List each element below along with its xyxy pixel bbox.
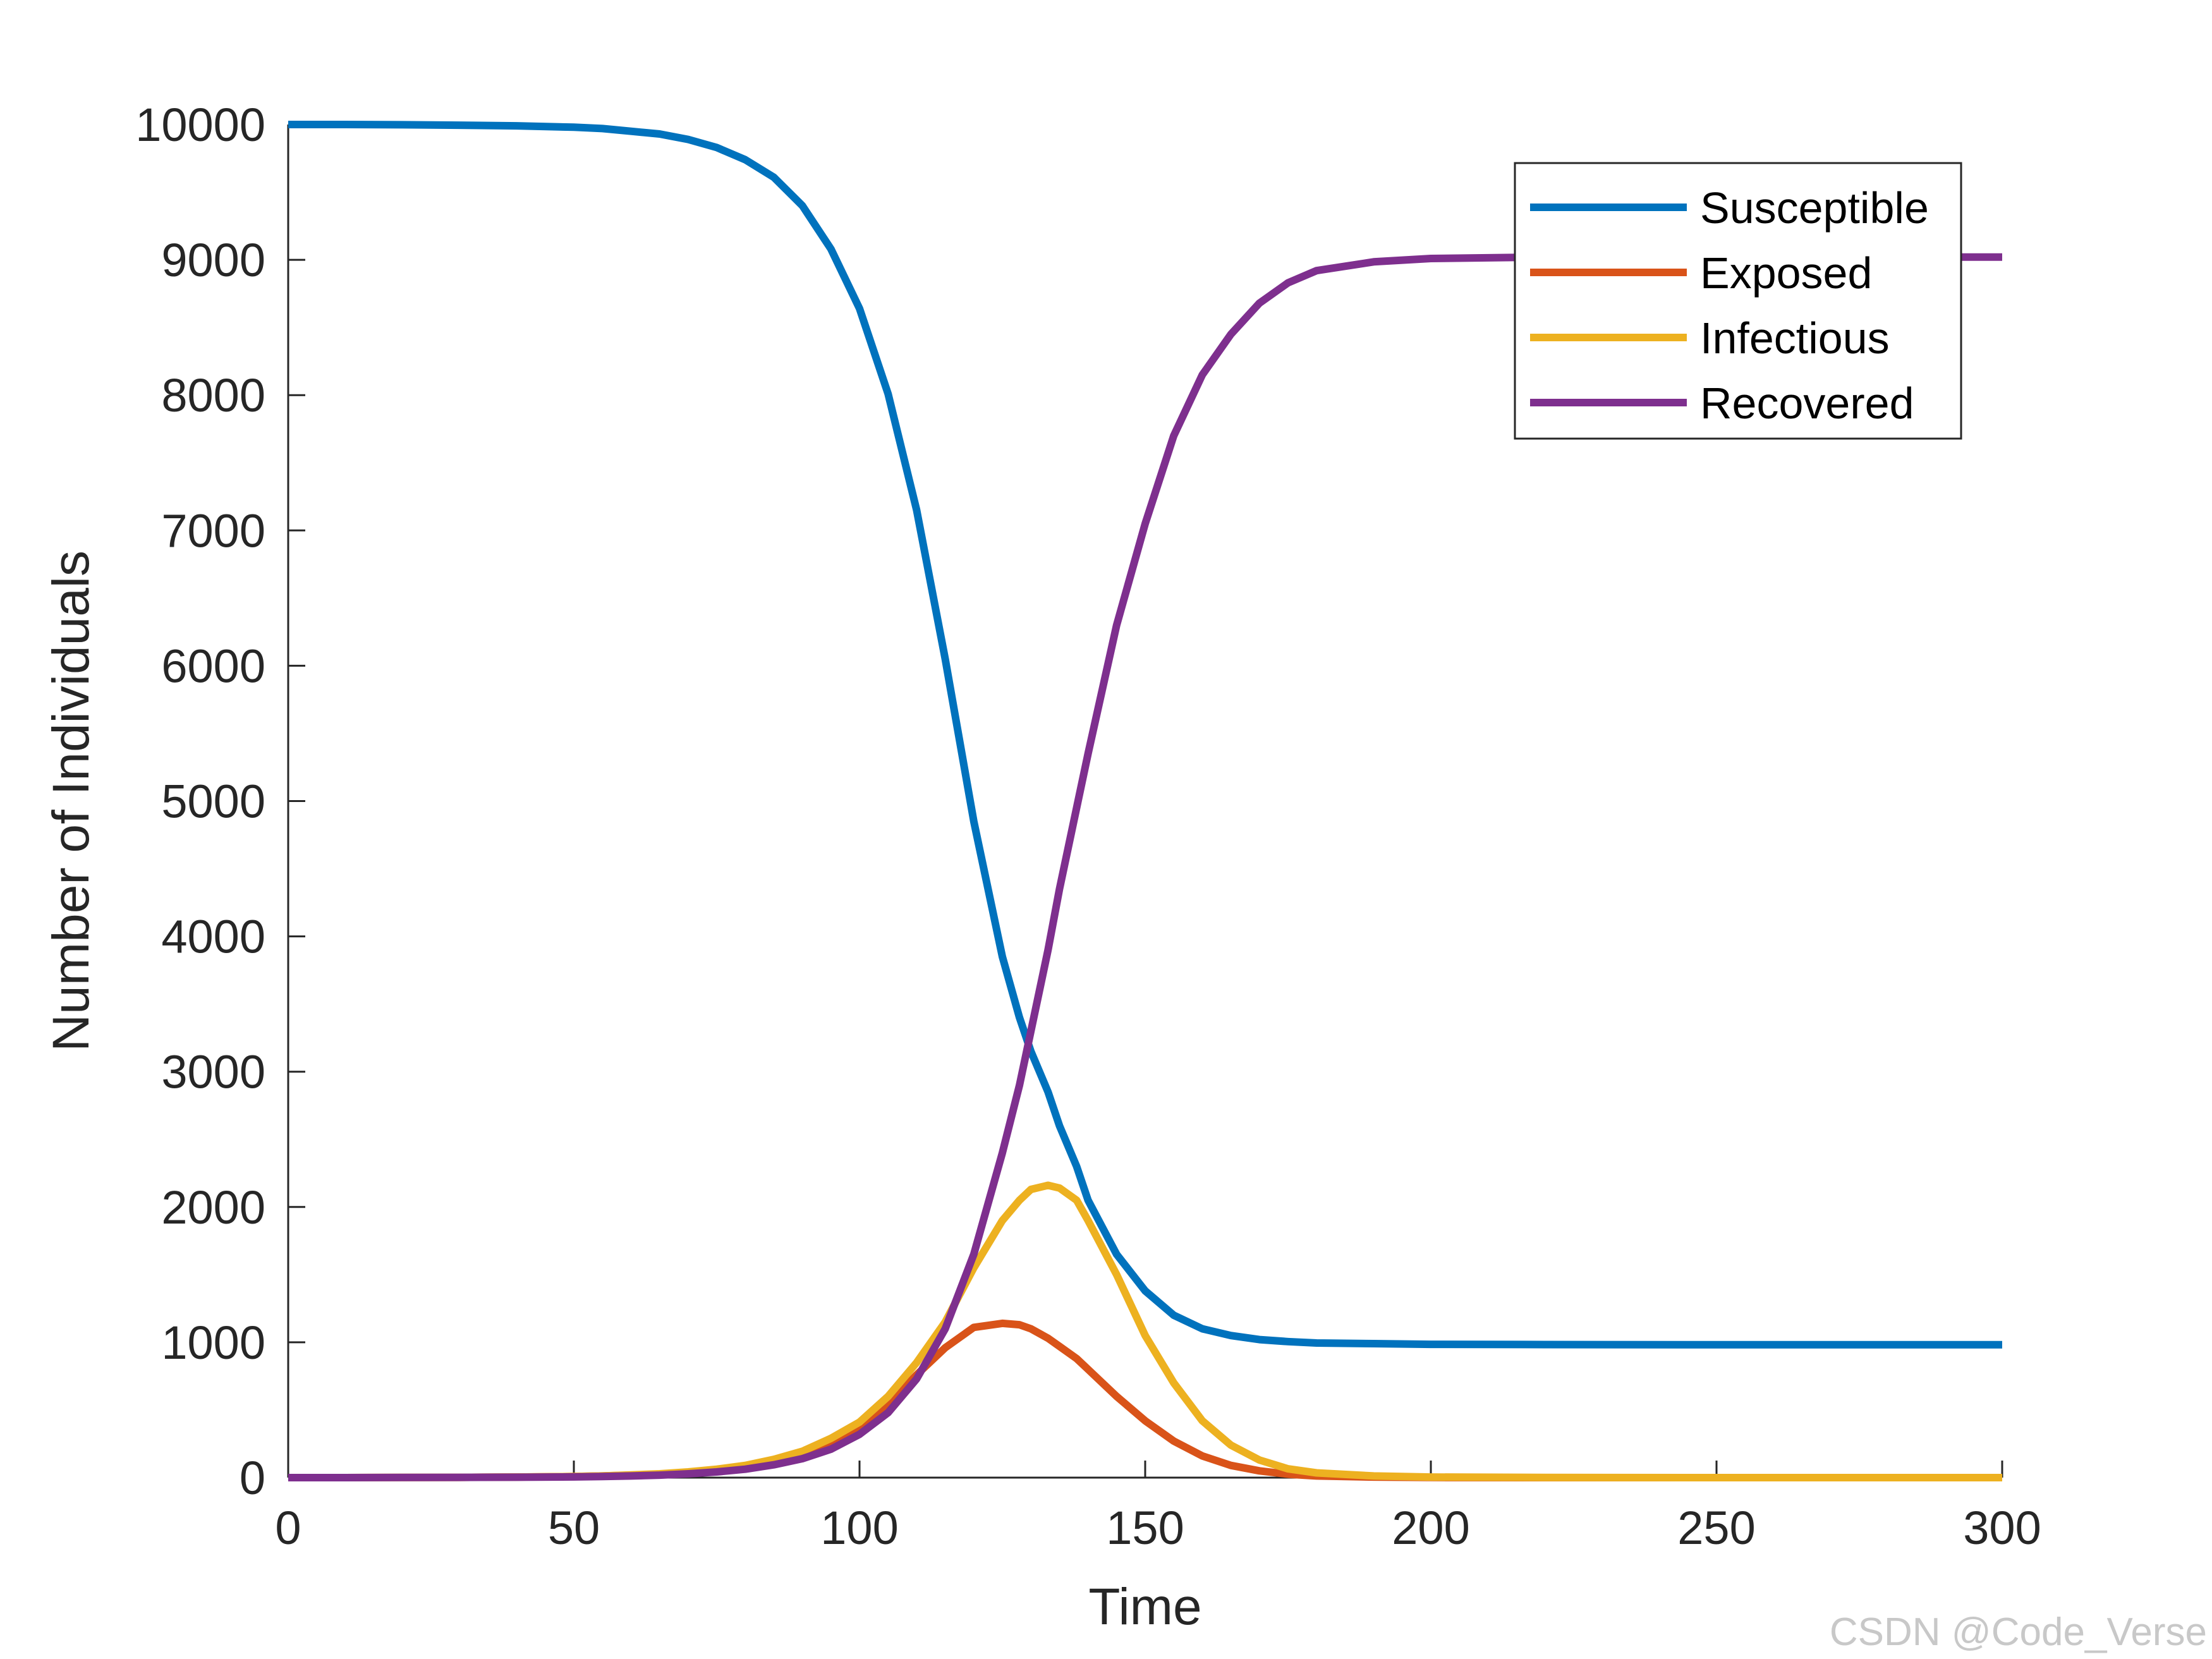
legend-label-exposed: Exposed	[1700, 248, 1872, 298]
y-axis-label: Number of Individuals	[42, 550, 100, 1052]
legend: Susceptible Exposed Infectious Recovered	[1514, 162, 1962, 440]
legend-label-infectious: Infectious	[1700, 313, 1890, 363]
x-axis: 0 50 100 150 200 250 300	[275, 1461, 2041, 1554]
series-line-infectious	[288, 1181, 2002, 1481]
x-tick-label: 150	[1106, 1502, 1184, 1554]
x-tick-label: 100	[820, 1502, 898, 1554]
x-tick-label: 250	[1677, 1502, 1755, 1554]
legend-label-recovered: Recovered	[1700, 379, 1914, 428]
y-tick-label: 8000	[161, 369, 265, 422]
y-tick-label: 10000	[135, 99, 265, 151]
y-tick-label: 6000	[161, 640, 265, 692]
y-tick-label: 2000	[161, 1181, 265, 1234]
series-line-recovered	[288, 253, 2002, 1481]
y-tick-label: 9000	[161, 234, 265, 286]
y-tick-label: 0	[240, 1452, 265, 1504]
watermark: CSDN @Code_Verse	[1830, 1610, 2207, 1654]
legend-label-susceptible: Susceptible	[1700, 183, 1929, 233]
y-axis: 0 1000 2000 3000 4000 5000 6000 7000 8000 9000 100…	[135, 99, 305, 1504]
x-tick-label: 50	[548, 1502, 600, 1554]
x-tick-label: 0	[275, 1502, 301, 1554]
y-tick-label: 5000	[161, 775, 265, 828]
x-tick-label: 200	[1392, 1502, 1469, 1554]
y-tick-label: 3000	[161, 1046, 265, 1098]
y-tick-label: 4000	[161, 911, 265, 963]
series-line-susceptible	[288, 121, 2002, 1349]
y-tick-label: 7000	[161, 504, 265, 557]
series-layer	[288, 121, 2002, 1481]
y-tick-label: 1000	[161, 1316, 265, 1369]
x-tick-label: 300	[1963, 1502, 2041, 1554]
x-axis-label: Time	[1088, 1578, 1201, 1636]
axis-titles: Time Number of Individuals	[42, 550, 1202, 1636]
